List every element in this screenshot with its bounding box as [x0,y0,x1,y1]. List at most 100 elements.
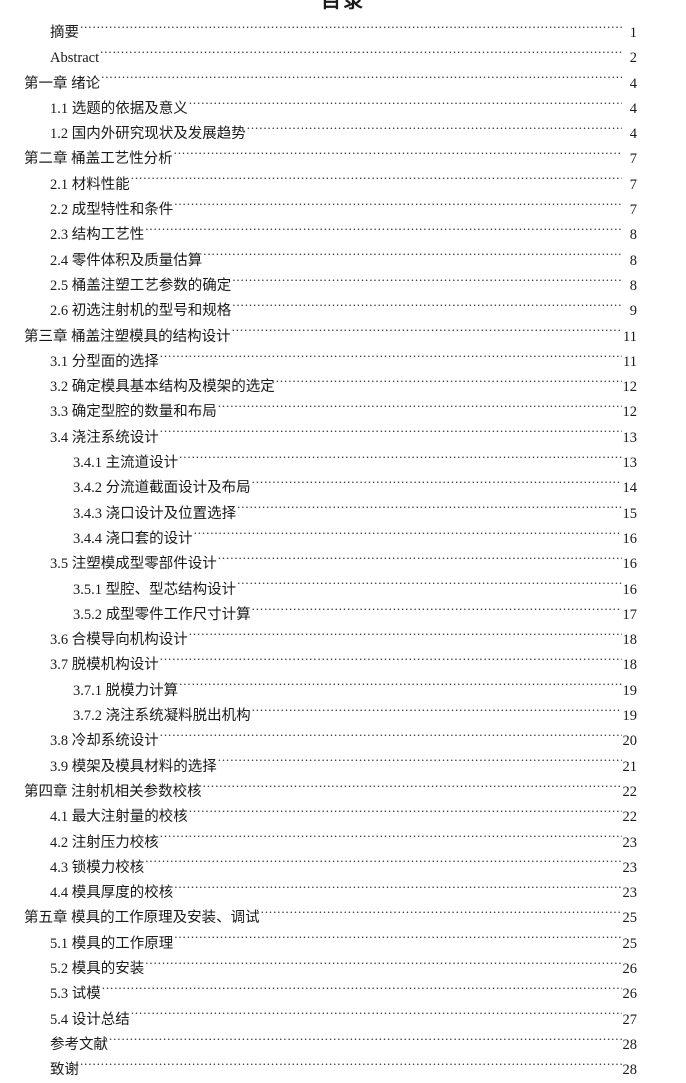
toc-leader-dots [160,655,622,670]
toc-entry[interactable]: 摘要 1 [0,21,686,46]
toc-entry[interactable]: 5.3 试模 26 [0,982,686,1007]
toc-entry-page-number: 4 [629,75,637,92]
toc-entry[interactable]: 第二章 桶盖工艺性分析 7 [0,147,686,172]
toc-entry-label: 3.4.2 分流道截面设计及布局 [73,480,251,497]
toc-entry-page-number: 27 [622,1011,638,1028]
toc-entry-page-number: 19 [622,708,638,725]
toc-leader-dots [189,98,622,113]
toc-entry[interactable]: 4.1 最大注射量的校核 22 [0,805,686,830]
toc-leader-dots [189,630,622,645]
toc-entry-label: 第二章 桶盖工艺性分析 [24,151,173,168]
toc-entry-label: 摘要 [50,25,79,41]
toc-entry-label: 3.5 注塑模成型零部件设计 [50,556,217,573]
toc-entry[interactable]: 3.4 浇注系统设计 13 [0,426,686,451]
toc-entry[interactable]: 3.4.4 浇口套的设计 16 [0,527,686,552]
toc-entry-label: 4.4 模具厚度的校核 [50,885,174,902]
toc-entry[interactable]: Abstract 2 [0,46,686,71]
toc-entry-page-number: 7 [629,151,637,168]
toc-leader-dots [237,503,621,518]
toc-leader-dots [160,832,622,847]
toc-entry-page-number: 13 [622,429,638,446]
toc-leader-dots [160,427,622,442]
toc-entry-page-number: 23 [622,859,638,876]
toc-entry-page-number: 11 [623,328,637,345]
toc-entry[interactable]: 2.1 材料性能 7 [0,173,686,198]
toc-entry[interactable]: 4.2 注射压力校核 23 [0,831,686,856]
toc-entry-page-number: 25 [622,935,638,952]
toc-entry[interactable]: 2.5 桶盖注塑工艺参数的确定 8 [0,274,686,299]
toc-entry-label: 2.3 结构工艺性 [50,227,145,244]
toc-entry[interactable]: 5.1 模具的工作原理 25 [0,932,686,957]
toc-entry-page-number: 2 [629,50,637,67]
toc-entry[interactable]: 3.5.1 型腔、型芯结构设计 16 [0,578,686,603]
toc-entry[interactable]: 3.3 确定型腔的数量和布局 12 [0,400,686,425]
toc-entry-label: 5.3 试模 [50,986,101,1003]
toc-entry-label: 3.4.4 浇口套的设计 [73,530,193,547]
toc-entry-label: 5.1 模具的工作原理 [50,935,174,952]
toc-leader-dots [203,250,622,265]
toc-entry-page-number: 16 [622,581,638,598]
toc-leader-dots [80,1060,622,1075]
toc-entry[interactable]: 2.4 零件体积及质量估算 8 [0,249,686,274]
toc-leader-dots [109,1034,622,1049]
toc-entry[interactable]: 3.4.1 主流道设计 13 [0,451,686,476]
toc-entry[interactable]: 致谢 28 [0,1058,686,1083]
toc-entry-label: 3.7.1 脱模力计算 [73,682,179,699]
toc-leader-dots [101,73,622,88]
toc-entry-label: 3.4.3 浇口设计及位置选择 [73,505,237,522]
toc-entry[interactable]: 3.7 脱模机构设计 18 [0,653,686,678]
toc-entry[interactable]: 2.3 结构工艺性 8 [0,223,686,248]
toc-leader-dots [179,680,621,695]
toc-leader-dots [218,756,622,771]
toc-entry-page-number: 11 [623,353,637,370]
toc-entry[interactable]: 第五章 模具的工作原理及安装、调试 25 [0,906,686,931]
toc-entry[interactable]: 5.4 设计总结 27 [0,1008,686,1033]
toc-entry[interactable]: 3.5.2 成型零件工作尺寸计算 17 [0,603,686,628]
toc-entry[interactable]: 3.7.2 浇注系统凝料脱出机构 19 [0,704,686,729]
toc-entry[interactable]: 3.2 确定模具基本结构及模架的选定 12 [0,375,686,400]
toc-leader-dots [145,857,621,872]
toc-entry-label: 1.2 国内外研究现状及发展趋势 [50,126,246,143]
toc-entry-label: 2.1 材料性能 [50,176,130,193]
toc-entry[interactable]: 第三章 桶盖注塑模具的结构设计 11 [0,325,686,350]
toc-entry-page-number: 9 [629,303,637,320]
toc-entry[interactable]: 参考文献 28 [0,1033,686,1058]
toc-leader-dots [232,275,622,290]
toc-entry[interactable]: 3.9 模架及模具材料的选择 21 [0,755,686,780]
toc-entry-label: 3.7 脱模机构设计 [50,657,159,674]
toc-leader-dots [237,579,621,594]
toc-entry[interactable]: 5.2 模具的安装 26 [0,957,686,982]
toc-entry[interactable]: 2.2 成型特性和条件 7 [0,198,686,223]
document-page: 目录 摘要1Abstract2第一章 绪论41.1 选题的依据及意义41.2 国… [0,0,686,992]
toc-entry-label: 2.6 初选注射机的型号和规格 [50,303,232,320]
toc-entry-label: 参考文献 [50,1036,108,1053]
toc-entry[interactable]: 2.6 初选注射机的型号和规格 9 [0,299,686,324]
toc-entry[interactable]: 3.4.3 浇口设计及位置选择 15 [0,502,686,527]
toc-entry[interactable]: 3.1 分型面的选择 11 [0,350,686,375]
toc-entry-label: 3.1 分型面的选择 [50,353,159,370]
toc-entry[interactable]: 1.1 选题的依据及意义 4 [0,97,686,122]
toc-entry-label: Abstract [50,50,100,67]
toc-entry[interactable]: 3.7.1 脱模力计算 19 [0,679,686,704]
toc-list: 摘要1Abstract2第一章 绪论41.1 选题的依据及意义41.2 国内外研… [0,21,686,1083]
toc-entry-page-number: 4 [629,100,637,117]
toc-entry[interactable]: 3.5 注塑模成型零部件设计 16 [0,552,686,577]
toc-entry[interactable]: 3.4.2 分流道截面设计及布局 14 [0,476,686,501]
toc-entry[interactable]: 4.4 模具厚度的校核 23 [0,881,686,906]
toc-entry-page-number: 12 [622,404,638,421]
toc-entry-label: 5.2 模具的安装 [50,960,145,977]
toc-entry[interactable]: 1.2 国内外研究现状及发展趋势 4 [0,122,686,147]
toc-entry-page-number: 23 [622,885,638,902]
toc-entry[interactable]: 第四章 注射机相关参数校核 22 [0,780,686,805]
toc-entry-label: 5.4 设计总结 [50,1011,130,1028]
toc-leader-dots [145,958,621,973]
toc-entry[interactable]: 3.8 冷却系统设计 20 [0,729,686,754]
toc-entry-label: 3.4 浇注系统设计 [50,429,159,446]
toc-entry-page-number: 16 [622,556,638,573]
toc-entry[interactable]: 第一章 绪论 4 [0,72,686,97]
toc-entry-page-number: 8 [629,252,637,269]
toc-entry[interactable]: 4.3 锁模力校核 23 [0,856,686,881]
toc-leader-dots [218,402,622,417]
toc-entry[interactable]: 3.6 合模导向机构设计 18 [0,628,686,653]
toc-entry-page-number: 14 [622,480,638,497]
